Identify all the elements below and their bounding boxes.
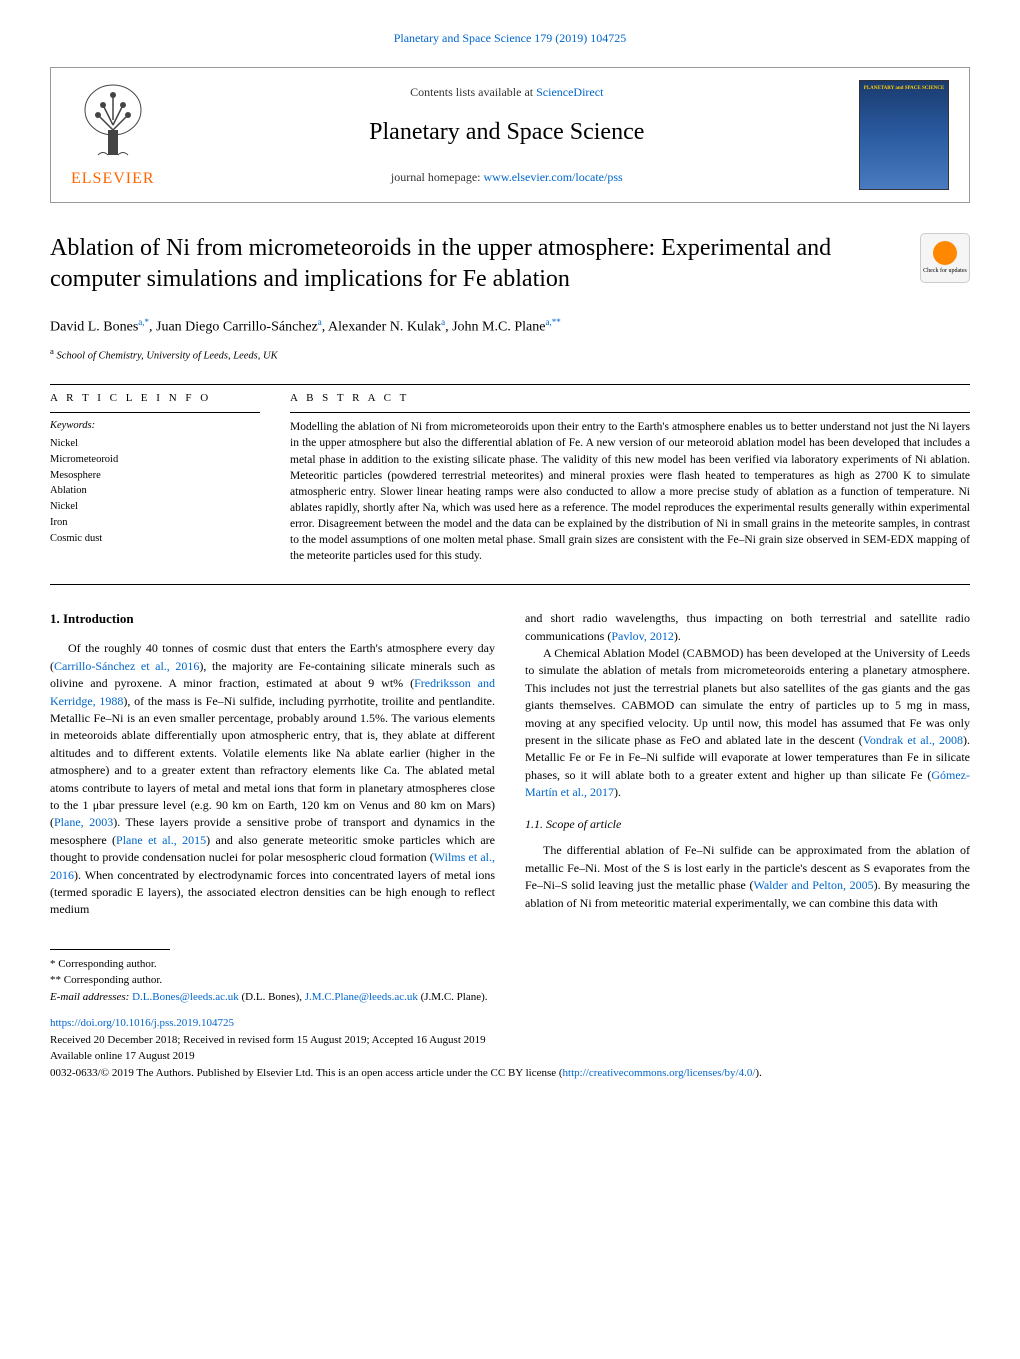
email-link-1[interactable]: D.L.Bones@leeds.ac.uk bbox=[132, 991, 239, 1003]
header-box: ELSEVIER Contents lists available at Sci… bbox=[50, 67, 970, 203]
keyword-item: Cosmic dust bbox=[50, 531, 260, 547]
citation-link[interactable]: Vondrak et al., 2008 bbox=[863, 733, 963, 747]
homepage-link[interactable]: www.elsevier.com/locate/pss bbox=[484, 170, 623, 184]
bookmark-icon bbox=[933, 241, 957, 265]
doi-link[interactable]: https://doi.org/10.1016/j.pss.2019.10472… bbox=[50, 1017, 234, 1029]
header-center: Contents lists available at ScienceDirec… bbox=[175, 84, 839, 186]
corresponding-1: * Corresponding author. bbox=[50, 956, 970, 973]
keywords-list: Nickel Micrometeoroid Mesosphere Ablatio… bbox=[50, 436, 260, 546]
keyword-item: Nickel bbox=[50, 436, 260, 452]
info-section: A R T I C L E I N F O Keywords: Nickel M… bbox=[50, 391, 970, 564]
rule-bottom bbox=[50, 584, 970, 585]
footer-rule bbox=[50, 949, 170, 950]
contents-line: Contents lists available at ScienceDirec… bbox=[175, 84, 839, 101]
authors-line: David L. Bonesa,*, Juan Diego Carrillo-S… bbox=[50, 316, 970, 337]
body-col-left: 1. Introduction Of the roughly 40 tonnes… bbox=[50, 610, 495, 918]
cover-label: PLANETARY and SPACE SCIENCE bbox=[860, 85, 948, 92]
author-4-sup: a,** bbox=[545, 317, 560, 327]
email-line: E-mail addresses: D.L.Bones@leeds.ac.uk … bbox=[50, 989, 970, 1006]
license-link[interactable]: http://creativecommons.org/licenses/by/4… bbox=[563, 1067, 756, 1079]
sciencedirect-link[interactable]: ScienceDirect bbox=[536, 85, 603, 99]
top-citation: Planetary and Space Science 179 (2019) 1… bbox=[50, 30, 970, 47]
email-label: E-mail addresses: bbox=[50, 991, 132, 1003]
keyword-item: Mesosphere bbox=[50, 468, 260, 484]
text-run: A Chemical Ablation Model (CABMOD) has b… bbox=[525, 646, 970, 747]
intro-heading: 1. Introduction bbox=[50, 610, 495, 628]
text-run: ), of the mass is Fe–Ni sulfide, includi… bbox=[50, 694, 495, 830]
article-info-column: A R T I C L E I N F O Keywords: Nickel M… bbox=[50, 391, 260, 564]
available-line: Available online 17 August 2019 bbox=[50, 1048, 970, 1065]
text-run: and short radio wavelengths, thus impact… bbox=[525, 611, 970, 642]
title-row: Ablation of Ni from micrometeoroids in t… bbox=[50, 233, 970, 295]
affiliation-text: School of Chemistry, University of Leeds… bbox=[54, 350, 278, 361]
homepage-line: journal homepage: www.elsevier.com/locat… bbox=[175, 169, 839, 186]
received-line: Received 20 December 2018; Received in r… bbox=[50, 1032, 970, 1049]
article-info-label: A R T I C L E I N F O bbox=[50, 391, 260, 406]
text-run: ). When concentrated by electrodynamic f… bbox=[50, 868, 495, 917]
keyword-item: Ablation bbox=[50, 483, 260, 499]
journal-name: Planetary and Space Science bbox=[175, 116, 839, 150]
check-updates-badge[interactable]: Check for updates bbox=[920, 233, 970, 283]
abstract-text: Modelling the ablation of Ni from microm… bbox=[290, 419, 970, 564]
body-col-right: and short radio wavelengths, thus impact… bbox=[525, 610, 970, 918]
abstract-label: A B S T R A C T bbox=[290, 391, 970, 406]
abstract-column: A B S T R A C T Modelling the ablation o… bbox=[290, 391, 970, 564]
publisher-block: ELSEVIER bbox=[71, 80, 155, 190]
keyword-item: Iron bbox=[50, 515, 260, 531]
text-run: ). bbox=[614, 785, 621, 799]
intro-paragraph: Of the roughly 40 tonnes of cosmic dust … bbox=[50, 640, 495, 918]
doi-block: https://doi.org/10.1016/j.pss.2019.10472… bbox=[50, 1015, 970, 1081]
citation-link[interactable]: Walder and Pelton, 2005 bbox=[753, 878, 873, 892]
keyword-item: Nickel bbox=[50, 499, 260, 515]
check-updates-label: Check for updates bbox=[923, 267, 967, 275]
corresponding-2: ** Corresponding author. bbox=[50, 972, 970, 989]
keyword-item: Micrometeoroid bbox=[50, 452, 260, 468]
text-run: ). bbox=[674, 629, 681, 643]
contents-prefix: Contents lists available at bbox=[410, 85, 536, 99]
email-name-1: (D.L. Bones), bbox=[239, 991, 305, 1003]
rule-top bbox=[50, 384, 970, 385]
article-title: Ablation of Ni from micrometeoroids in t… bbox=[50, 233, 870, 295]
author-1-sup: a,* bbox=[138, 317, 149, 327]
publisher-name: ELSEVIER bbox=[71, 168, 155, 190]
citation-link[interactable]: Plane, 2003 bbox=[54, 815, 113, 829]
copyright-line: 0032-0633/© 2019 The Authors. Published … bbox=[50, 1065, 970, 1082]
author-1: David L. Bones bbox=[50, 319, 138, 334]
scope-paragraph: The differential ablation of Fe–Ni sulfi… bbox=[525, 842, 970, 912]
author-2: , Juan Diego Carrillo-Sánchez bbox=[149, 319, 318, 334]
footer-section: * Corresponding author. ** Corresponding… bbox=[50, 949, 970, 1082]
homepage-prefix: journal homepage: bbox=[391, 170, 484, 184]
citation-link[interactable]: Pavlov, 2012 bbox=[611, 629, 674, 643]
elsevier-tree-icon bbox=[78, 80, 148, 160]
scope-heading: 1.1. Scope of article bbox=[525, 816, 970, 833]
citation-link[interactable]: Carrillo-Sánchez et al., 2016 bbox=[54, 659, 199, 673]
author-4: , John M.C. Plane bbox=[445, 319, 545, 334]
rule-info-left bbox=[50, 412, 260, 413]
email-link-2[interactable]: J.M.C.Plane@leeds.ac.uk bbox=[305, 991, 418, 1003]
rule-info-right bbox=[290, 412, 970, 413]
author-3: , Alexander N. Kulak bbox=[322, 319, 441, 334]
citation-link[interactable]: Plane et al., 2015 bbox=[116, 833, 206, 847]
affiliation: a School of Chemistry, University of Lee… bbox=[50, 345, 970, 364]
email-name-2: (J.M.C. Plane). bbox=[418, 991, 488, 1003]
journal-cover-thumbnail: PLANETARY and SPACE SCIENCE bbox=[859, 80, 949, 190]
cabmod-paragraph: A Chemical Ablation Model (CABMOD) has b… bbox=[525, 645, 970, 802]
body-columns: 1. Introduction Of the roughly 40 tonnes… bbox=[50, 610, 970, 918]
continuation-paragraph: and short radio wavelengths, thus impact… bbox=[525, 610, 970, 645]
copyright-prefix: 0032-0633/© 2019 The Authors. Published … bbox=[50, 1067, 563, 1079]
keywords-label: Keywords: bbox=[50, 419, 260, 434]
copyright-suffix: ). bbox=[755, 1067, 761, 1079]
